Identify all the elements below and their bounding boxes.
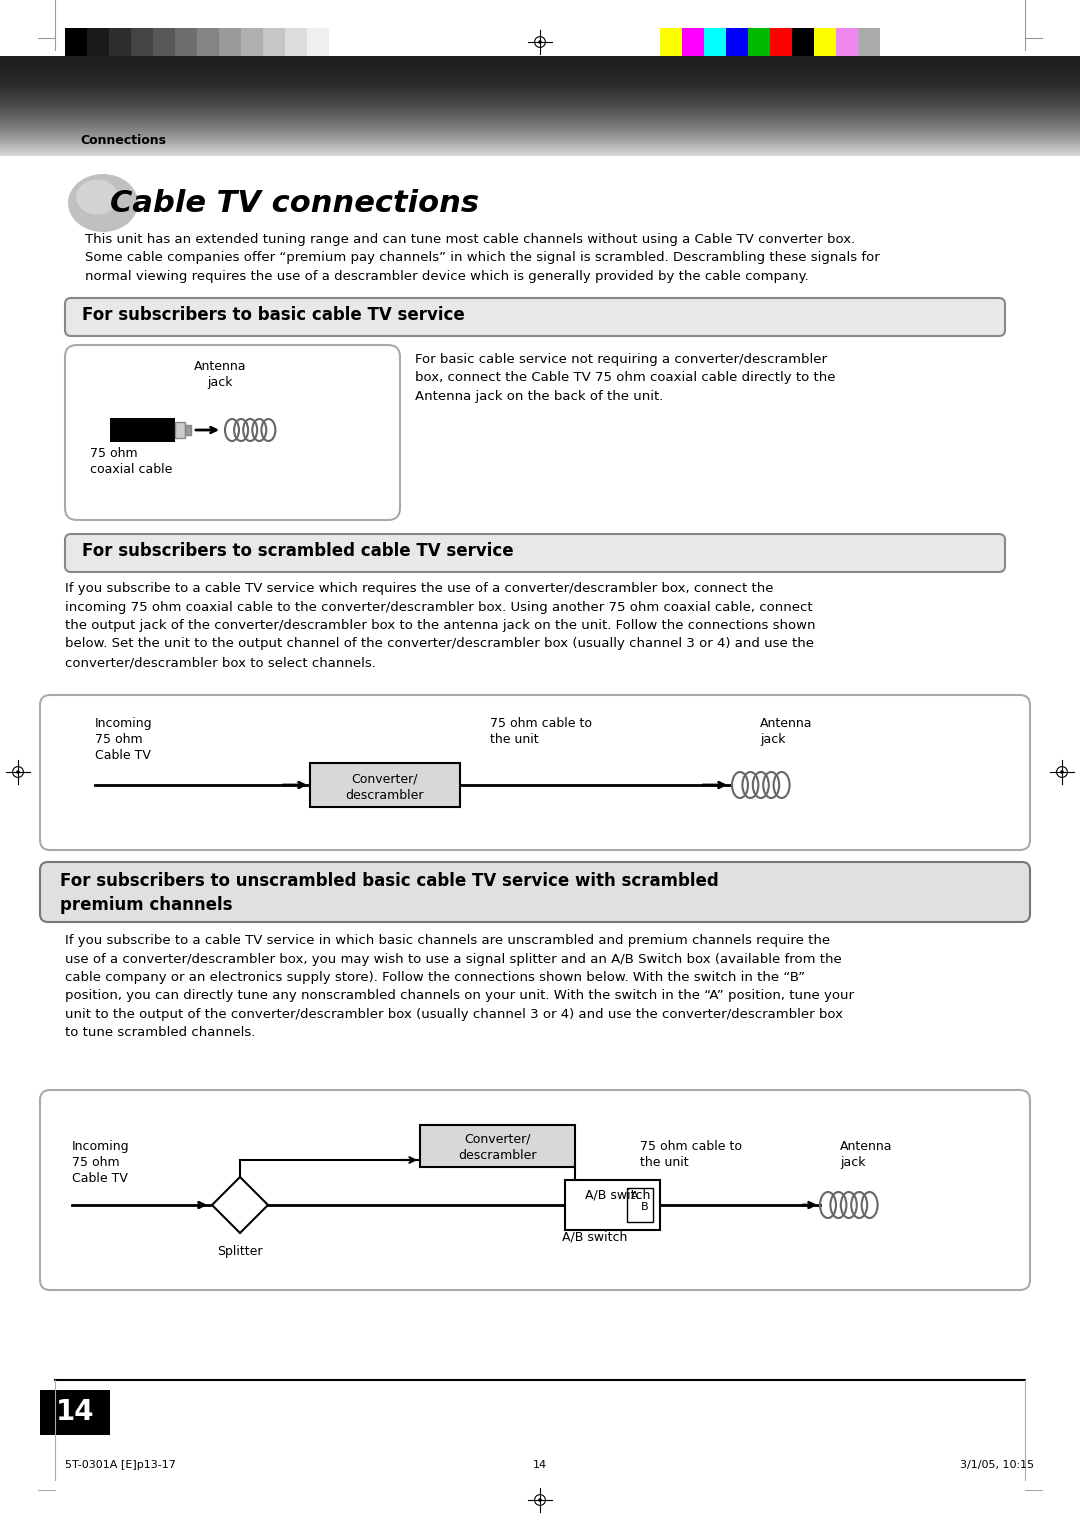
Bar [109, 28, 131, 57]
Text: If you subscribe to a cable TV service in which basic channels are unscrambled a: If you subscribe to a cable TV service i… [65, 934, 854, 1039]
Bar [420, 1125, 575, 1167]
Ellipse shape [1061, 770, 1064, 773]
Bar [726, 28, 748, 57]
Text: Incoming
75 ohm
Cable TV: Incoming 75 ohm Cable TV [72, 1140, 130, 1186]
Text: 14: 14 [56, 1398, 94, 1426]
Bar [814, 28, 836, 57]
Bar [858, 28, 880, 57]
Bar [40, 1390, 110, 1435]
Text: 75 ohm cable to
the unit: 75 ohm cable to the unit [490, 717, 592, 746]
Text: For subscribers to basic cable TV service: For subscribers to basic cable TV servic… [82, 306, 464, 324]
Text: A: A [631, 1190, 638, 1201]
Text: Cable TV connections: Cable TV connections [110, 189, 480, 219]
Text: Antenna
jack: Antenna jack [760, 717, 812, 746]
Text: Connections: Connections [80, 133, 166, 147]
Bar [792, 28, 814, 57]
Ellipse shape [76, 179, 118, 214]
Bar [704, 28, 726, 57]
Ellipse shape [538, 1497, 542, 1502]
Text: Antenna
jack: Antenna jack [193, 361, 246, 390]
Bar [770, 28, 792, 57]
Text: 75 ohm
coaxial cable: 75 ohm coaxial cable [90, 448, 173, 477]
Polygon shape [212, 1177, 268, 1233]
Text: Converter/
descrambler: Converter/ descrambler [458, 1132, 537, 1161]
Ellipse shape [538, 40, 542, 44]
Bar [175, 422, 185, 439]
Text: B: B [642, 1203, 649, 1212]
Bar [153, 28, 175, 57]
FancyBboxPatch shape [40, 862, 1030, 921]
FancyBboxPatch shape [40, 1089, 1030, 1290]
Text: Converter/
descrambler: Converter/ descrambler [346, 773, 424, 802]
Bar [131, 28, 153, 57]
Bar [681, 28, 704, 57]
Bar [175, 28, 197, 57]
Bar [65, 28, 87, 57]
Bar [836, 28, 858, 57]
Bar [627, 1187, 653, 1222]
Bar [241, 28, 264, 57]
Text: Incoming
75 ohm
Cable TV: Incoming 75 ohm Cable TV [95, 717, 152, 762]
Bar [660, 28, 681, 57]
Text: If you subscribe to a cable TV service which requires the use of a converter/des: If you subscribe to a cable TV service w… [65, 582, 815, 669]
Bar [197, 28, 219, 57]
FancyBboxPatch shape [65, 345, 400, 520]
Ellipse shape [68, 174, 138, 232]
Text: For subscribers to unscrambled basic cable TV service with scrambled
premium cha: For subscribers to unscrambled basic cab… [60, 872, 719, 914]
Bar [285, 28, 307, 57]
Bar [329, 28, 351, 57]
Bar [264, 28, 285, 57]
Bar [748, 28, 770, 57]
FancyBboxPatch shape [40, 695, 1030, 850]
Text: A/B switch: A/B switch [585, 1187, 650, 1201]
Text: For subscribers to scrambled cable TV service: For subscribers to scrambled cable TV se… [82, 542, 514, 559]
Text: For basic cable service not requiring a converter/descrambler
box, connect the C: For basic cable service not requiring a … [415, 353, 836, 403]
Bar [110, 419, 175, 442]
FancyBboxPatch shape [65, 298, 1005, 336]
FancyBboxPatch shape [65, 533, 1005, 571]
Text: 75 ohm cable to
the unit: 75 ohm cable to the unit [640, 1140, 742, 1169]
Text: This unit has an extended tuning range and can tune most cable channels without : This unit has an extended tuning range a… [85, 232, 880, 283]
Bar [219, 28, 241, 57]
Text: 14: 14 [532, 1459, 548, 1470]
Ellipse shape [16, 770, 19, 773]
Text: 3/1/05, 10:15: 3/1/05, 10:15 [960, 1459, 1035, 1470]
Text: A/B switch: A/B switch [563, 1230, 627, 1242]
Bar [310, 762, 460, 807]
Text: 5T-0301A [E]p13-17: 5T-0301A [E]p13-17 [65, 1459, 176, 1470]
Bar [185, 425, 191, 435]
Text: Antenna
jack: Antenna jack [840, 1140, 892, 1169]
Bar [307, 28, 329, 57]
Bar [87, 28, 109, 57]
Bar [565, 1180, 660, 1230]
Text: Splitter: Splitter [217, 1245, 262, 1258]
